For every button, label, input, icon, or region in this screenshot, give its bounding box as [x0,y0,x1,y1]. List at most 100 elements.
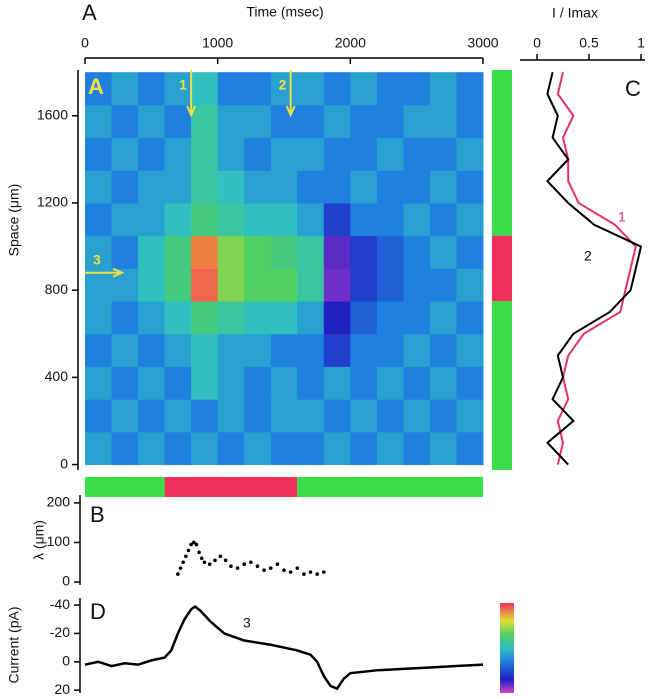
heatmap-cell [297,268,325,302]
space-segment [492,70,512,236]
current-line [84,604,484,691]
point [288,570,293,574]
heatmap-cell [403,431,431,466]
series-label: 2 [584,248,592,264]
point [213,558,217,563]
heatmap-cell [217,104,245,139]
y-tick-label: 400 [45,368,69,384]
heatmap-cell [376,366,404,400]
heatmap-cell [270,333,298,367]
figure-label: A [82,0,97,25]
heatmap-cell [217,235,245,269]
heatmap-cell [429,399,457,433]
arrow [285,70,296,118]
y-tick-label: 1200 [37,194,68,210]
heatmap-cell [85,301,113,335]
y-tick-label: -40 [50,596,70,612]
heatmap-cell [138,333,166,367]
point [275,562,280,567]
point [282,568,286,572]
heatmap-cell [164,431,192,466]
y-tick-label: 800 [45,281,69,297]
heatmap-cell [456,366,484,400]
x-axis-label: I / Imax [552,5,598,21]
point [207,562,212,567]
heatmap-cell [403,366,431,400]
heatmap-cell [138,399,166,433]
point [218,554,223,559]
point [249,560,253,565]
point [197,550,201,555]
y-tick-label: 0 [60,455,68,471]
heatmap-cell [456,431,484,466]
point [202,560,207,565]
heatmap-cell [297,366,325,400]
y-axis-label: Current (pA) [6,606,22,683]
heatmap-cell [270,366,298,400]
heatmap-cell [350,301,378,335]
heatmap-cell [297,235,325,269]
x-tick-label: 3000 [467,35,498,51]
heatmap-cell [244,72,272,106]
heatmap-cell [270,202,298,237]
heatmap-cell [429,235,457,269]
point [184,554,188,559]
heatmap-cell [85,399,113,433]
heatmap-cell [297,431,325,466]
heatmap-cell [350,170,378,204]
heatmap-cell [217,202,245,237]
heatmap-cell [270,235,298,269]
heatmap-cell [244,137,272,171]
heatmap-cell [323,431,351,466]
trace-label: 3 [243,615,251,631]
heatmap-cell [217,301,245,335]
heatmap-cell [138,431,166,466]
heatmap-cell [270,137,298,171]
heatmap-cell [164,366,192,400]
heatmap-cell [323,104,351,139]
y-tick-label: -20 [50,624,70,640]
heatmap-cell [403,399,431,433]
heatmap-cell [191,137,219,171]
heatmap-cell [350,431,378,466]
heatmap-cell [85,235,113,269]
heatmap-cell [403,170,431,204]
heatmap-cell [429,104,457,139]
arrow [85,267,125,278]
heatmap-cell [138,301,166,335]
heatmap-cell [111,170,139,204]
heatmap-cell [191,202,219,237]
point [302,572,306,576]
heatmap-cell [403,333,431,367]
time-segment [85,477,165,497]
y-tick-label: 20 [54,681,70,697]
heatmap-cell [376,235,404,269]
heatmap-cell [85,170,113,204]
heatmap-cell [270,399,298,433]
heatmap-cell [111,72,139,106]
point [189,542,193,547]
heatmap-cell [217,431,245,466]
panel-label: C [625,76,641,101]
heatmap-cell [456,333,484,367]
point [315,572,319,576]
heatmap-cell [191,399,219,433]
x-tick-label: 2000 [335,35,366,51]
x-tick-label: 0.5 [579,35,599,51]
heatmap-cell [270,268,298,302]
heatmap-cell [164,399,192,433]
heatmap-cell [350,268,378,302]
heatmap-cell [217,137,245,171]
heatmap-cell [138,104,166,139]
heatmap-cell [111,301,139,335]
heatmap-cell [244,104,272,139]
heatmap-cell [191,333,219,367]
heatmap-cell [111,431,139,466]
heatmap-cell [111,399,139,433]
point [186,548,191,553]
heatmap-cell [297,104,325,139]
heatmap-cell [403,268,431,302]
heatmap-cell [456,104,484,139]
heatmap-cell [138,366,166,400]
